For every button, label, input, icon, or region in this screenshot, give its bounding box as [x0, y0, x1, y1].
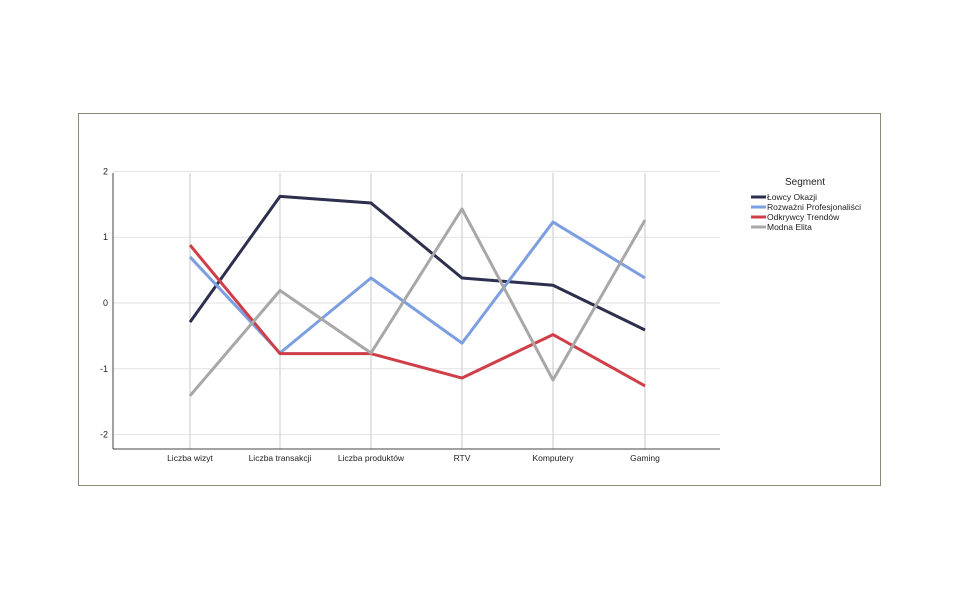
legend-item: Odkrywcy Trendów [767, 212, 840, 222]
x-tick-label: Gaming [630, 453, 660, 463]
y-tick-label: -1 [100, 364, 108, 374]
x-tick-label: Liczba wizyt [167, 453, 213, 463]
y-tick-label: -2 [100, 430, 108, 440]
chart-frame [78, 113, 881, 486]
y-tick-label: 1 [103, 232, 108, 242]
legend-title: Segment [785, 177, 825, 188]
x-tick-label: RTV [454, 453, 471, 463]
legend-item: Modna Elita [767, 222, 812, 232]
y-tick-label: 2 [103, 166, 108, 176]
y-tick-label: 0 [103, 298, 108, 308]
series-line [188, 207, 647, 397]
legend-item: Rozważni Profesjonaliści [767, 202, 861, 212]
series-line [188, 194, 646, 332]
series-line [188, 244, 646, 388]
legend-item: Łowcy Okazji [767, 192, 817, 202]
x-tick-label: Komputery [532, 453, 574, 463]
x-tick-label: Liczba produktów [338, 453, 405, 463]
x-tick-label: Liczba transakcji [249, 453, 312, 463]
